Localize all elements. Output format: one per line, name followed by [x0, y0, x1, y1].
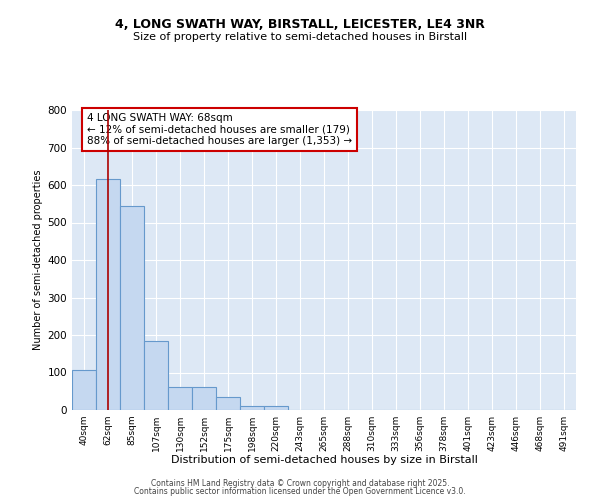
Bar	[192, 387, 216, 410]
Text: Size of property relative to semi-detached houses in Birstall: Size of property relative to semi-detach…	[133, 32, 467, 42]
Text: 4 LONG SWATH WAY: 68sqm
← 12% of semi-detached houses are smaller (179)
88% of s: 4 LONG SWATH WAY: 68sqm ← 12% of semi-de…	[87, 113, 352, 146]
Bar	[264, 406, 288, 410]
Bar	[72, 370, 96, 410]
Bar	[96, 180, 120, 410]
Text: Contains HM Land Registry data © Crown copyright and database right 2025.: Contains HM Land Registry data © Crown c…	[151, 478, 449, 488]
Text: 4, LONG SWATH WAY, BIRSTALL, LEICESTER, LE4 3NR: 4, LONG SWATH WAY, BIRSTALL, LEICESTER, …	[115, 18, 485, 30]
Bar	[216, 397, 240, 410]
Bar	[240, 406, 264, 410]
Bar	[168, 387, 192, 410]
Text: Contains public sector information licensed under the Open Government Licence v3: Contains public sector information licen…	[134, 487, 466, 496]
Bar	[144, 342, 168, 410]
Y-axis label: Number of semi-detached properties: Number of semi-detached properties	[34, 170, 43, 350]
Bar	[120, 206, 144, 410]
X-axis label: Distribution of semi-detached houses by size in Birstall: Distribution of semi-detached houses by …	[170, 456, 478, 466]
